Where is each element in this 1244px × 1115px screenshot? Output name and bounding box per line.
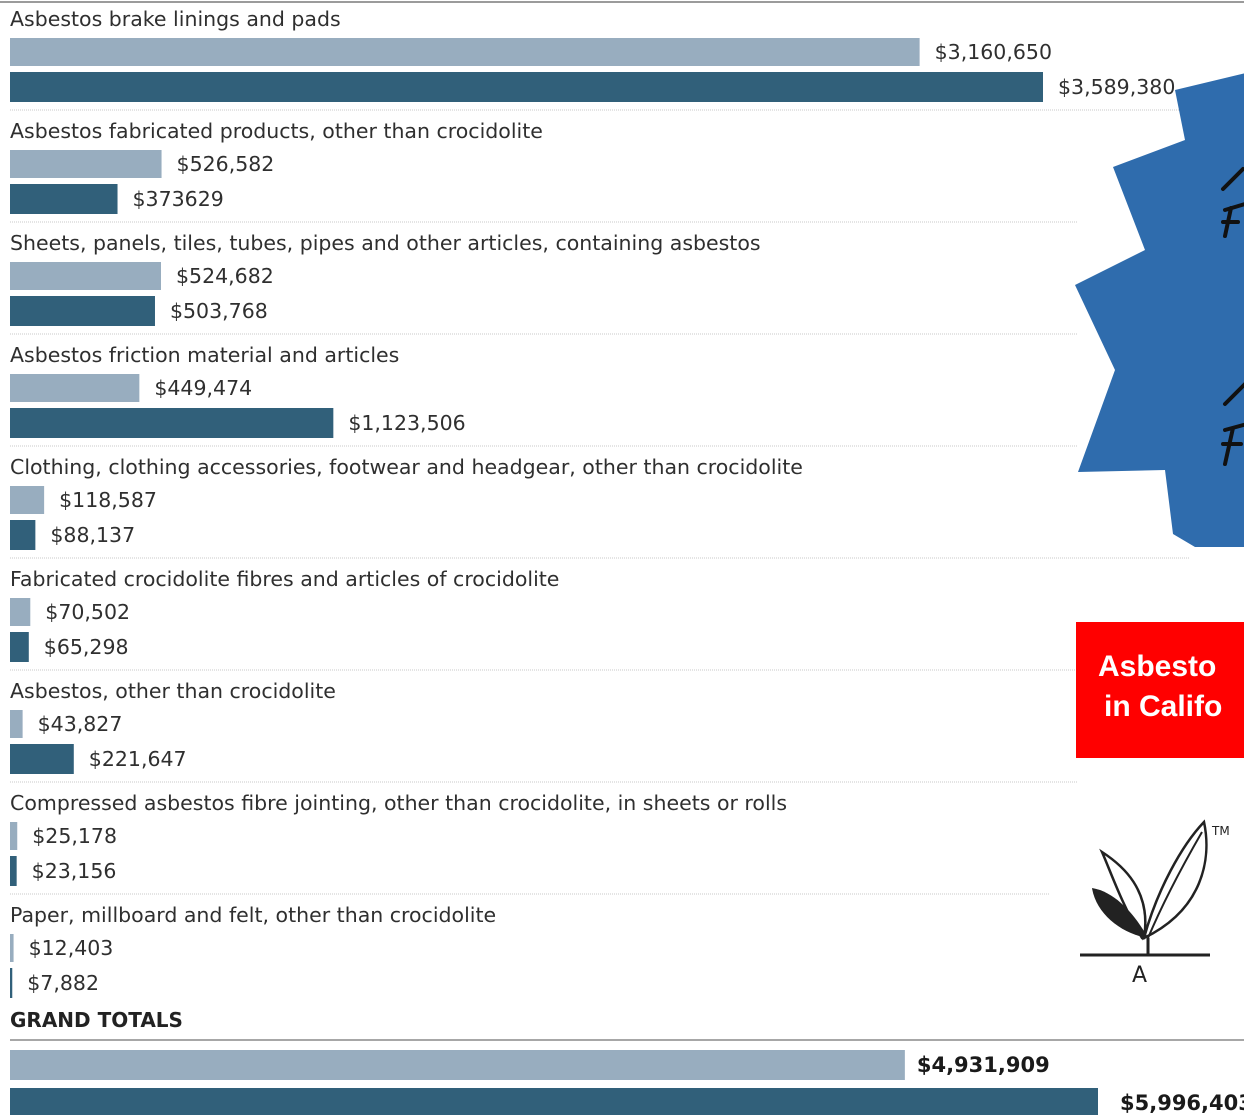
value-label: $43,827 bbox=[38, 712, 123, 736]
category-label: Paper, millboard and felt, other than cr… bbox=[10, 903, 496, 927]
bar bbox=[10, 296, 155, 326]
bar bbox=[10, 744, 74, 774]
category-group: Clothing, clothing accessories, footwear… bbox=[10, 455, 803, 550]
bar bbox=[10, 72, 1043, 102]
grand-totals-group: GRAND TOTALS $4,931,909 $5,996,403 bbox=[10, 1008, 1244, 1115]
category-group: Paper, millboard and felt, other than cr… bbox=[10, 903, 496, 998]
total-value-label: $5,996,403 bbox=[1120, 1091, 1244, 1115]
bar bbox=[10, 632, 29, 662]
value-label: $524,682 bbox=[176, 264, 274, 288]
category-group: Fabricated crocidolite fibres and articl… bbox=[10, 567, 559, 662]
bar bbox=[10, 822, 18, 850]
category-label: Sheets, panels, tiles, tubes, pipes and … bbox=[10, 231, 761, 255]
category-group: Compressed asbestos fibre jointing, othe… bbox=[10, 791, 787, 886]
value-label: $7,882 bbox=[27, 971, 99, 995]
red-banner: Asbesto in Califo bbox=[1076, 622, 1244, 758]
category-label: Compressed asbestos fibre jointing, othe… bbox=[10, 791, 787, 815]
bar bbox=[10, 968, 13, 998]
value-label: $373629 bbox=[133, 187, 224, 211]
value-label: $118,587 bbox=[59, 488, 157, 512]
value-label: $25,178 bbox=[32, 824, 117, 848]
starburst-badge bbox=[1075, 73, 1244, 547]
value-label: $23,156 bbox=[32, 859, 117, 883]
value-label: $221,647 bbox=[89, 747, 187, 771]
category-label: Fabricated crocidolite fibres and articl… bbox=[10, 567, 559, 591]
bar bbox=[10, 150, 162, 178]
bar bbox=[10, 184, 118, 214]
value-label: $526,582 bbox=[177, 152, 275, 176]
value-label: $12,403 bbox=[29, 936, 114, 960]
bar bbox=[10, 520, 36, 550]
bar bbox=[10, 374, 140, 402]
total-bar bbox=[10, 1088, 1098, 1115]
bar bbox=[10, 856, 17, 886]
value-label: $65,298 bbox=[44, 635, 129, 659]
category-group: Asbestos fabricated products, other than… bbox=[10, 119, 543, 214]
bar bbox=[10, 934, 14, 962]
starburst-shape bbox=[1075, 73, 1244, 547]
bar bbox=[10, 486, 45, 514]
bar bbox=[10, 598, 31, 626]
value-label: $70,502 bbox=[45, 600, 130, 624]
logo-letter: A bbox=[1132, 963, 1147, 988]
category-label: Asbestos friction material and articles bbox=[10, 343, 399, 367]
value-label: $3,589,380 bbox=[1058, 75, 1175, 99]
total-bar bbox=[10, 1050, 905, 1080]
category-group: Asbestos brake linings and pads $3,160,65… bbox=[10, 7, 1175, 102]
category-label: Asbestos fabricated products, other than… bbox=[10, 119, 543, 143]
category-label: Asbestos, other than crocidolite bbox=[10, 679, 336, 703]
grand-totals-heading: GRAND TOTALS bbox=[10, 1008, 183, 1032]
value-label: $1,123,506 bbox=[348, 411, 465, 435]
category-label: Asbestos brake linings and pads bbox=[10, 7, 341, 31]
value-label: $449,474 bbox=[154, 376, 252, 400]
value-label: $88,137 bbox=[50, 523, 135, 547]
bar bbox=[10, 38, 920, 66]
category-label: Clothing, clothing accessories, footwear… bbox=[10, 455, 803, 479]
logo-tm: TM bbox=[1211, 824, 1230, 838]
leaf-logo-icon: TM A bbox=[1080, 819, 1230, 988]
banner-line-2: in Califo bbox=[1104, 690, 1223, 723]
handwritten-marks bbox=[1221, 167, 1244, 466]
bar bbox=[10, 408, 334, 438]
value-label: $3,160,650 bbox=[935, 40, 1052, 64]
category-group: Asbestos, other than crocidolite $43,827 $… bbox=[10, 679, 336, 774]
category-group: Asbestos friction material and articles $… bbox=[10, 343, 466, 438]
bar bbox=[10, 262, 162, 290]
total-value-label: $4,931,909 bbox=[917, 1053, 1050, 1077]
category-group: Sheets, panels, tiles, tubes, pipes and … bbox=[10, 231, 761, 326]
bar bbox=[10, 710, 23, 738]
value-label: $503,768 bbox=[170, 299, 268, 323]
banner-line-1: Asbesto bbox=[1098, 650, 1217, 683]
